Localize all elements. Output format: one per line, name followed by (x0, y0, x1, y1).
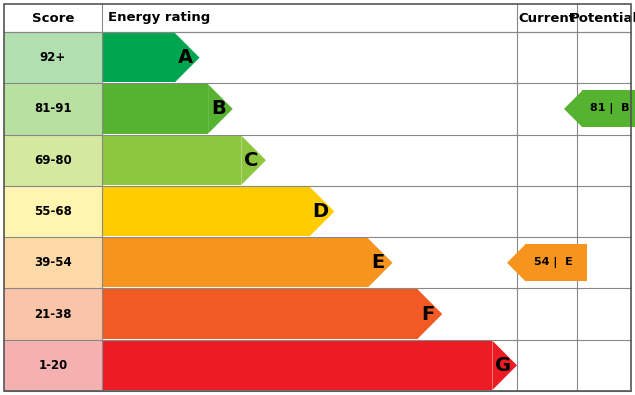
Text: 54 |  E: 54 | E (533, 257, 572, 268)
Bar (4, 288, 102, 340)
Bar (102, 135, 241, 185)
Polygon shape (241, 135, 266, 185)
Text: B: B (211, 100, 226, 118)
Text: 81 |  B: 81 | B (591, 103, 630, 115)
Bar (4, 186, 102, 237)
Polygon shape (418, 290, 443, 339)
Polygon shape (310, 187, 335, 236)
Polygon shape (526, 245, 587, 281)
Bar (102, 33, 175, 82)
Text: Potential: Potential (570, 11, 635, 24)
Bar (102, 238, 368, 288)
Bar (102, 84, 208, 134)
Text: Current: Current (519, 11, 575, 24)
Text: A: A (178, 48, 193, 67)
Polygon shape (175, 33, 199, 82)
Bar (102, 187, 310, 236)
Bar (4, 237, 102, 288)
Polygon shape (492, 341, 517, 390)
Bar (4, 83, 102, 135)
Bar (4, 135, 102, 186)
Text: 69-80: 69-80 (34, 154, 72, 167)
Text: C: C (244, 151, 259, 170)
Text: 55-68: 55-68 (34, 205, 72, 218)
Text: 39-54: 39-54 (34, 256, 72, 269)
Bar (102, 341, 492, 390)
Text: 21-38: 21-38 (34, 308, 72, 321)
Polygon shape (582, 90, 635, 128)
Text: Energy rating: Energy rating (108, 11, 210, 24)
Bar (4, 32, 102, 83)
Polygon shape (507, 245, 526, 281)
Polygon shape (564, 90, 582, 128)
Text: 92+: 92+ (40, 51, 66, 64)
Bar (4, 340, 102, 391)
Text: 1-20: 1-20 (38, 359, 67, 372)
Text: E: E (371, 253, 385, 272)
Text: 81-91: 81-91 (34, 102, 72, 115)
Text: Score: Score (32, 11, 74, 24)
Polygon shape (208, 84, 232, 134)
Text: D: D (312, 202, 328, 221)
Text: G: G (495, 356, 511, 375)
Bar (102, 290, 418, 339)
Polygon shape (368, 238, 392, 288)
Text: F: F (422, 305, 434, 324)
